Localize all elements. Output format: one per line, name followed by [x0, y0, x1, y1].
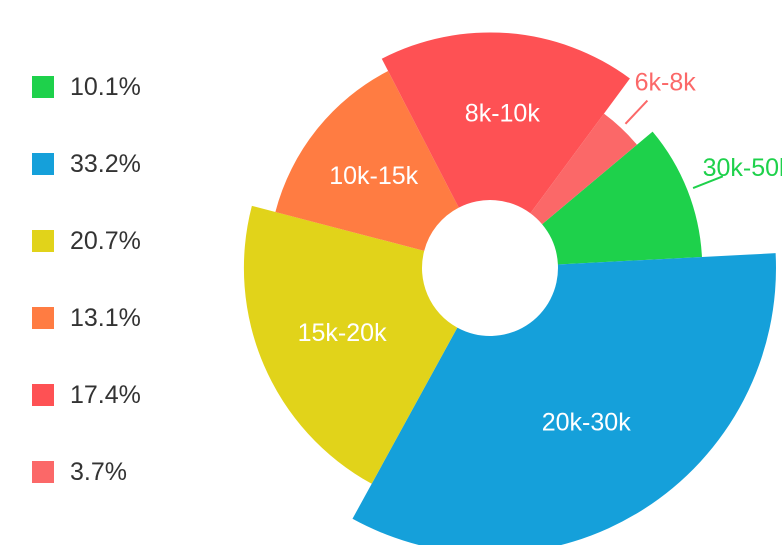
pie-slice[interactable]: [243, 205, 458, 484]
legend-label: 17.4%: [70, 380, 141, 409]
slice-label: 6k-8k: [635, 69, 697, 97]
slice-label: 30k-50k: [703, 154, 782, 182]
slice-label: 15k-20k: [298, 319, 387, 347]
legend-swatch: [32, 153, 54, 175]
legend-item[interactable]: 33.2%: [32, 149, 141, 179]
pie-slice[interactable]: [352, 253, 776, 545]
legend-swatch: [32, 76, 54, 98]
legend-item[interactable]: 10.1%: [32, 72, 141, 102]
slice-label: 8k-10k: [465, 100, 541, 128]
legend-swatch: [32, 307, 54, 329]
label-leader-line: [624, 99, 649, 125]
pie-slice[interactable]: [275, 70, 459, 251]
legend-label: 10.1%: [70, 72, 141, 101]
legend-item[interactable]: 13.1%: [32, 303, 141, 333]
slice-label: 20k-30k: [542, 408, 631, 436]
pie-slice[interactable]: [381, 32, 630, 214]
label-leader-line: [692, 175, 724, 189]
pie-slice[interactable]: [530, 113, 637, 225]
legend-swatch: [32, 461, 54, 483]
pie-slice[interactable]: [542, 131, 702, 265]
legend-item[interactable]: 20.7%: [32, 226, 141, 256]
legend-swatch: [32, 384, 54, 406]
slice-label: 10k-15k: [329, 162, 418, 190]
legend-label: 3.7%: [70, 457, 127, 486]
legend-label: 13.1%: [70, 303, 141, 332]
legend-item[interactable]: 17.4%: [32, 380, 141, 410]
legend-item[interactable]: 3.7%: [32, 457, 127, 487]
legend-swatch: [32, 230, 54, 252]
legend-label: 20.7%: [70, 226, 141, 255]
legend-label: 33.2%: [70, 149, 141, 178]
